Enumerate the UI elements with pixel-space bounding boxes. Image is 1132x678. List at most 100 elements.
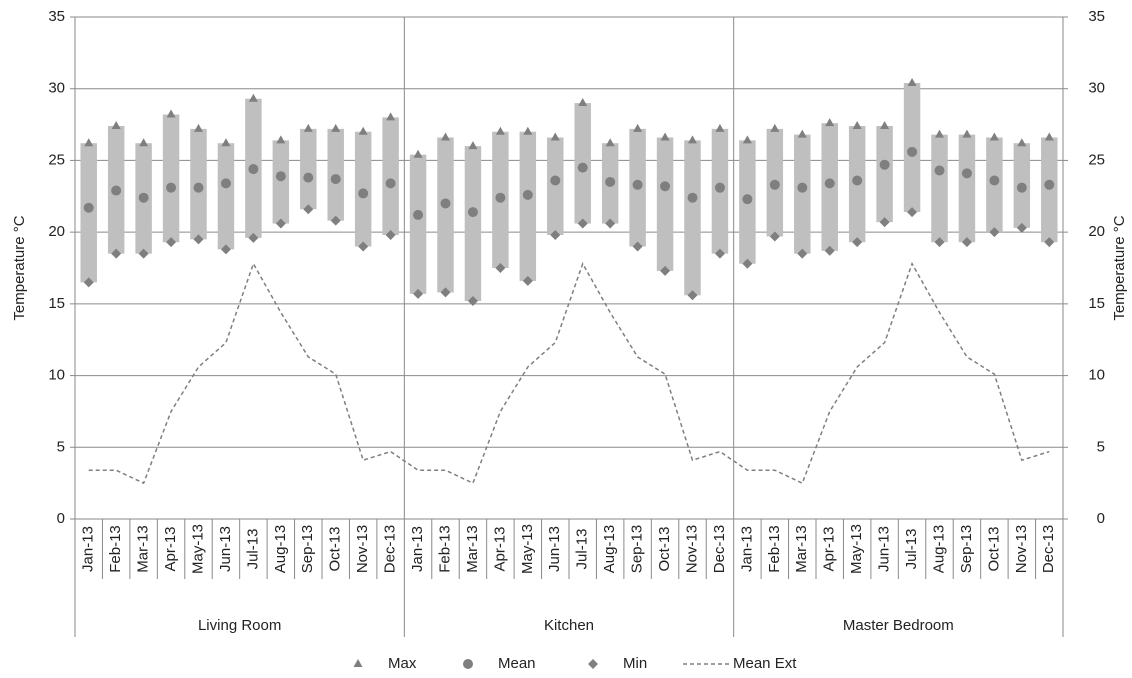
- max-marker: [194, 123, 203, 132]
- max-marker: [660, 132, 670, 141]
- y2-tick-label: 25: [1088, 151, 1105, 168]
- max-marker: [688, 135, 697, 144]
- max-marker: [825, 118, 835, 127]
- mean-marker: [330, 174, 341, 185]
- mean-marker: [742, 194, 753, 205]
- mean-marker: [824, 178, 835, 189]
- min-marker: [550, 230, 561, 241]
- x-tick-label: Mar-13: [135, 525, 152, 573]
- mean-marker: [248, 164, 259, 175]
- min-marker: [440, 287, 451, 298]
- legend-swatch: [588, 659, 598, 669]
- x-tick-label: Sep-13: [629, 525, 646, 573]
- y2-tick-label: 5: [1097, 438, 1105, 455]
- x-tick-label: Feb-13: [766, 525, 783, 573]
- legend-swatch: [463, 659, 473, 669]
- legend-swatch: [353, 659, 363, 667]
- min-marker: [303, 204, 314, 215]
- mean-marker: [632, 179, 643, 190]
- mean-marker: [495, 192, 506, 203]
- x-tick-label: Oct-13: [656, 526, 673, 571]
- min-marker: [1016, 222, 1027, 233]
- range-bar: [519, 131, 537, 281]
- mean-marker: [440, 198, 451, 209]
- range-bar: [1041, 137, 1058, 243]
- mean-marker: [166, 182, 177, 193]
- range-bar: [300, 128, 317, 210]
- mean-marker: [1044, 179, 1055, 190]
- mean-marker: [577, 162, 588, 173]
- range-bar: [656, 137, 674, 271]
- mean-marker: [1016, 182, 1027, 193]
- x-tick-label: Jan-13: [738, 526, 755, 572]
- y-tick-label: 20: [48, 223, 65, 240]
- min-marker: [193, 234, 204, 245]
- min-marker: [605, 218, 616, 229]
- x-tick-label: Apr-13: [821, 526, 838, 571]
- x-tick-label: Mar-13: [793, 525, 810, 573]
- group-label: Kitchen: [544, 617, 594, 634]
- min-marker: [522, 275, 533, 286]
- range-bar: [958, 134, 976, 243]
- mean-marker: [193, 182, 204, 193]
- max-marker: [331, 123, 341, 132]
- x-tick-label: Jun-13: [546, 526, 563, 572]
- min-marker: [660, 265, 671, 276]
- x-tick-label: Sep-13: [958, 525, 975, 573]
- mean-ext-line: [88, 261, 1050, 485]
- max-marker: [441, 132, 450, 141]
- min-marker: [358, 241, 369, 252]
- max-marker: [358, 126, 368, 135]
- min-marker: [879, 217, 890, 228]
- mean-marker: [111, 185, 122, 196]
- range-bar: [547, 137, 564, 236]
- mean-marker: [605, 176, 616, 187]
- y2-axis-label: Temperature °C: [1111, 215, 1128, 320]
- range-bar: [80, 143, 97, 283]
- max-marker: [715, 123, 725, 132]
- mean-marker: [961, 168, 972, 179]
- max-marker: [413, 149, 423, 158]
- range-bar: [217, 143, 235, 250]
- x-tick-label: May-13: [189, 524, 206, 574]
- min-marker: [824, 245, 835, 256]
- min-marker: [1044, 237, 1055, 248]
- y-tick-label: 30: [48, 80, 65, 97]
- legend-label: Mean Ext: [733, 655, 797, 672]
- max-marker: [742, 135, 752, 144]
- min-marker: [742, 258, 753, 269]
- y-tick-label: 15: [48, 295, 65, 312]
- y2-tick-label: 35: [1088, 8, 1105, 25]
- min-marker: [577, 218, 588, 229]
- y-axis-label: Temperature °C: [11, 215, 28, 320]
- max-marker: [962, 129, 972, 138]
- mean-marker: [989, 175, 1000, 186]
- min-marker: [687, 290, 698, 301]
- range-bar: [162, 114, 180, 243]
- min-marker: [989, 227, 1000, 238]
- mean-marker: [385, 178, 396, 189]
- max-marker: [578, 98, 588, 107]
- range-bar: [464, 146, 482, 301]
- y2-tick-label: 0: [1097, 510, 1105, 527]
- max-marker: [1017, 138, 1027, 147]
- min-marker: [961, 237, 972, 248]
- x-tick-label: Jul-13: [574, 529, 591, 570]
- mean-marker: [852, 175, 863, 186]
- min-marker: [495, 263, 506, 273]
- x-tick-label: May-13: [848, 524, 865, 574]
- min-marker: [797, 248, 808, 259]
- max-marker: [139, 138, 149, 147]
- x-tick-label: Jul-13: [903, 529, 920, 570]
- range-bar: [931, 134, 948, 243]
- y2-tick-label: 10: [1088, 367, 1105, 384]
- x-tick-label: Jul-13: [244, 529, 261, 570]
- y-tick-label: 25: [48, 151, 65, 168]
- mean-marker: [550, 175, 561, 186]
- y2-tick-label: 15: [1088, 295, 1105, 312]
- x-tick-label: Oct-13: [327, 526, 344, 571]
- max-marker: [797, 129, 807, 138]
- min-marker: [111, 248, 122, 259]
- max-marker: [495, 126, 505, 135]
